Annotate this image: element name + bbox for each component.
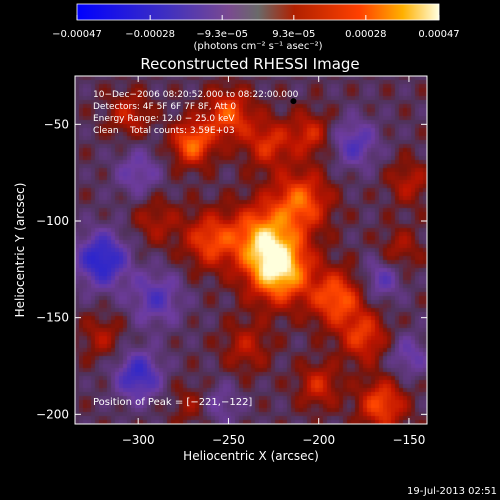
- y-axis-label: Heliocentric Y (arcsec): [13, 183, 27, 318]
- colorbar-ticks: [76, 15, 440, 20]
- y-tick-label: −50: [44, 117, 69, 131]
- colorbar-tick-label: 0.00047: [418, 29, 459, 40]
- annotation-detectors: Detectors: 4F 5F 6F 7F 8F, Att 0: [93, 102, 236, 112]
- colorbar-tick-label: −0.00028: [125, 29, 175, 40]
- annotation-counts: Clean Total counts: 3.59E+03: [93, 126, 235, 136]
- x-axis-label: Heliocentric X (arcsec): [183, 449, 319, 463]
- annotation-energy: Energy Range: 12.0 − 25.0 keV: [93, 114, 235, 124]
- colorbar: [76, 3, 440, 21]
- footer-date: 19-Jul-2013 02:51: [407, 486, 497, 497]
- x-axis: −300 −250 −200 −150: [122, 76, 425, 447]
- colorbar-unit-label: (photons cm⁻² s⁻¹ asec⁻²): [193, 41, 322, 52]
- x-tick-label: −250: [212, 433, 245, 447]
- colorbar-tick-labels: −0.00047 −0.00028 −9.3e−05 9.3e−05 0.00028 0.…: [52, 29, 460, 40]
- annotation-time: 10−Dec−2006 08:20:52.000 to 08:22:00.000: [93, 90, 299, 100]
- annotation-block: 10−Dec−2006 08:20:52.000 to 08:22:00.000…: [93, 90, 299, 136]
- chart-title: Reconstructed RHESSI Image: [140, 55, 359, 73]
- colorbar-tick-label: −0.00047: [52, 29, 102, 40]
- x-tick-label: −200: [302, 433, 335, 447]
- plot-frame: [74, 75, 428, 425]
- heatmap-image: [75, 76, 427, 424]
- y-tick-label: −100: [36, 214, 69, 228]
- peak-position-label: Position of Peak = [−221,−122]: [93, 397, 252, 408]
- peak-marker-dot: [290, 98, 297, 105]
- y-axis: −50 −100 −150 −200: [36, 117, 427, 421]
- y-tick-label: −200: [36, 407, 69, 421]
- colorbar-tick-label: 0.00028: [345, 29, 386, 40]
- x-tick-label: −150: [392, 433, 425, 447]
- heatmap-container: [75, 76, 427, 424]
- y-tick-label: −150: [36, 311, 69, 325]
- x-tick-label: −300: [122, 433, 155, 447]
- colorbar-tick-label: 9.3e−05: [272, 29, 315, 40]
- colorbar-tick-label: −9.3e−05: [196, 29, 248, 40]
